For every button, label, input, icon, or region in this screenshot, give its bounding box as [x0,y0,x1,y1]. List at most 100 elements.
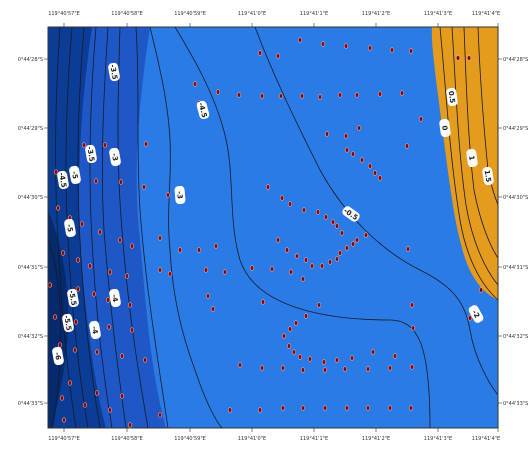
contour-label: -3 [109,147,121,167]
sample-point [350,241,356,247]
sample-point [354,92,360,98]
sample-point [377,175,383,181]
contour-label: -5 [64,218,76,238]
contour-label-text: -4.5 [57,172,68,189]
lon-label-bottom: 119°41'0"E [238,436,266,442]
map-frame [47,26,499,429]
sample-point [409,302,415,308]
sample-point [269,266,275,272]
sample-point [48,282,53,288]
sample-point [389,47,395,53]
contour-label: -3.5 [85,144,97,164]
plot-area: -3.5 -4.5 -3.5 -3 -4.5 -5 -3 -5 -4 -5.5 … [48,27,498,428]
sample-point [317,94,323,100]
sample-point [94,390,100,396]
sample-point [334,223,340,229]
sample-point [73,319,79,325]
sample-point [349,355,355,361]
sample-point [237,362,243,368]
sample-point [372,170,378,176]
sample-point [106,324,112,330]
sample-point [344,245,350,251]
lon-label-bottom: 119°41'2"E [362,436,390,442]
contour-label: -4.5 [197,100,210,120]
sample-point [297,37,303,43]
lat-label-right: 0°44'29"S [503,126,528,132]
sample-point [81,142,87,148]
sample-point [60,250,66,256]
sample-point [222,269,228,275]
contour-label-text: 0.5 [447,90,457,104]
sample-point [279,195,285,201]
lat-label-left: 0°44'30"S [18,195,43,201]
contour-label-text: -4 [110,294,119,303]
sample-point [165,192,171,198]
sample-point [405,246,411,252]
sample-point [127,422,133,428]
sample-point [265,184,271,190]
sample-point [316,302,322,308]
sample-point [91,291,97,297]
sample-point [249,265,255,271]
lon-label-top: 119°40'59"E [174,11,206,17]
contour-label: -3 [174,185,186,205]
sample-point [399,90,405,96]
sample-point [75,257,81,263]
sample-point [467,315,473,321]
contour-label-text: -3.5 [85,146,96,163]
sample-point [287,201,293,207]
sample-point [259,93,265,99]
latitude-right-labels: 0°44'28"S 0°44'29"S 0°44'30"S 0°44'31"S … [503,57,528,407]
lat-label-right: 0°44'30"S [503,195,528,201]
lon-label-bottom: 119°40'58"E [111,436,143,442]
sample-point [291,349,297,355]
frame-ticks [44,23,502,432]
sample-point [205,293,211,299]
contour-label: 0 [439,118,451,138]
sample-point [281,333,287,339]
sample-point [356,125,362,131]
sample-point [119,353,125,359]
sample-point [299,93,305,99]
contour-label-text: -5 [65,224,74,233]
lon-label-top: 119°41'3"E [424,11,452,17]
sample-point [322,405,328,411]
sample-point [330,219,336,225]
sample-point [321,359,327,365]
sample-point [127,302,133,308]
lat-label-right: 0°44'32"S [503,334,528,340]
sample-point [94,349,100,355]
lon-label-top: 119°40'57"E [48,11,80,17]
sample-point [203,267,209,273]
sample-point [87,263,93,269]
sample-point [404,143,410,149]
contour-label-text: -4 [90,326,99,335]
longitude-top-labels: 119°40'57"E 119°40'58"E 119°40'59"E 119°… [48,11,500,17]
sample-point [334,357,340,363]
sample-point [129,327,135,333]
sample-point [478,287,484,293]
sample-point [363,232,369,238]
sample-point [215,89,221,95]
sample-point [278,93,284,99]
sample-point [286,343,292,349]
longitude-bottom-labels: 119°40'57"E 119°40'58"E 119°40'59"E 119°… [48,436,500,442]
contour-label: -5.5 [67,288,79,308]
sample-point [117,237,123,243]
sample-point [59,395,65,401]
contour-label: 0.5 [446,87,458,107]
contour-label: 1.5 [482,166,494,186]
sample-point [343,133,349,139]
contour-label: -5.5 [62,313,74,333]
sample-point [259,365,265,371]
sample-point [167,271,173,277]
sample-point [370,349,376,355]
lat-label-left: 0°44'32"S [18,334,43,340]
sample-point [301,207,307,213]
sample-point [157,267,163,273]
sample-point [157,235,163,241]
contour-label: -6 [52,346,64,366]
sample-point [107,269,113,275]
contour-label-text: -4.5 [197,102,209,119]
sample-point [280,405,286,411]
